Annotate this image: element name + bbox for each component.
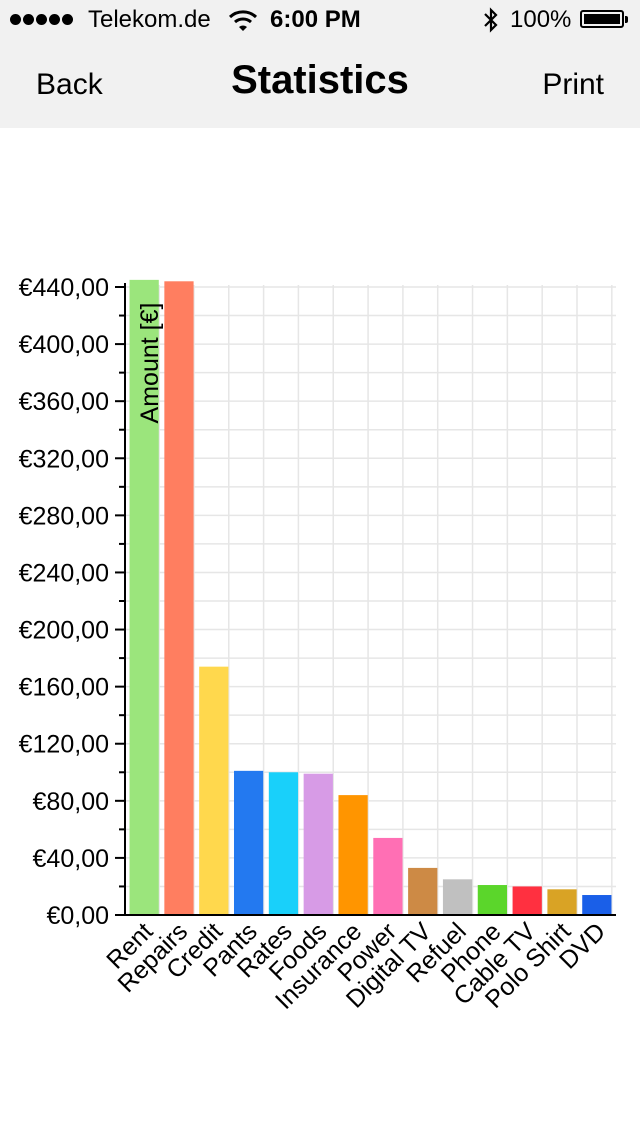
carrier-label: Telekom.de — [88, 6, 211, 33]
y-tick-label: €120,00 — [19, 731, 109, 759]
signal-dots-icon — [10, 14, 73, 25]
y-tick-label: €400,00 — [19, 331, 109, 359]
statistics-bar-chart: €0,00 €40,00 €80,00 €120,00 €160,00 €200,00 €2… — [19, 274, 616, 1015]
battery-percent-label: 100% — [510, 6, 572, 33]
bar-credit — [199, 666, 229, 915]
bar-cable-tv — [512, 886, 542, 915]
bar-repairs — [164, 281, 194, 915]
y-tick-label: €200,00 — [19, 617, 109, 645]
bar-pants — [233, 770, 264, 915]
bar-digital-tv — [408, 867, 438, 915]
wifi-icon — [228, 10, 258, 31]
back-button[interactable]: Back — [36, 68, 103, 101]
y-tick-label: €40,00 — [33, 845, 109, 873]
page-title: Statistics — [231, 58, 409, 102]
y-tick-label: €280,00 — [19, 502, 109, 530]
y-tick-label: €80,00 — [33, 788, 109, 816]
y-axis-label: Amount [€] — [136, 303, 164, 424]
print-button[interactable]: Print — [542, 68, 604, 101]
bar-insurance — [338, 795, 368, 915]
bluetooth-icon — [484, 7, 498, 33]
bar-refuel — [442, 879, 473, 915]
bar-rates — [268, 772, 299, 915]
bar-phone — [477, 885, 508, 915]
bar-power — [373, 837, 403, 915]
y-tick-label: €240,00 — [19, 559, 109, 587]
y-tick-label: €160,00 — [19, 674, 109, 702]
bar-polo-shirt — [547, 889, 577, 915]
bar-rent — [129, 279, 159, 915]
bar-dvd — [582, 895, 612, 915]
y-tick-label: €360,00 — [19, 388, 109, 416]
y-tick-label: €440,00 — [19, 274, 109, 302]
time-label: 6:00 PM — [270, 6, 361, 33]
navigation-bar: Back Statistics Print — [0, 40, 640, 128]
status-bar: Telekom.de 6:00 PM 100% — [0, 0, 640, 40]
battery-icon — [580, 10, 628, 28]
y-tick-label: €0,00 — [46, 902, 109, 930]
bar-foods — [303, 773, 333, 915]
y-tick-label: €320,00 — [19, 445, 109, 473]
